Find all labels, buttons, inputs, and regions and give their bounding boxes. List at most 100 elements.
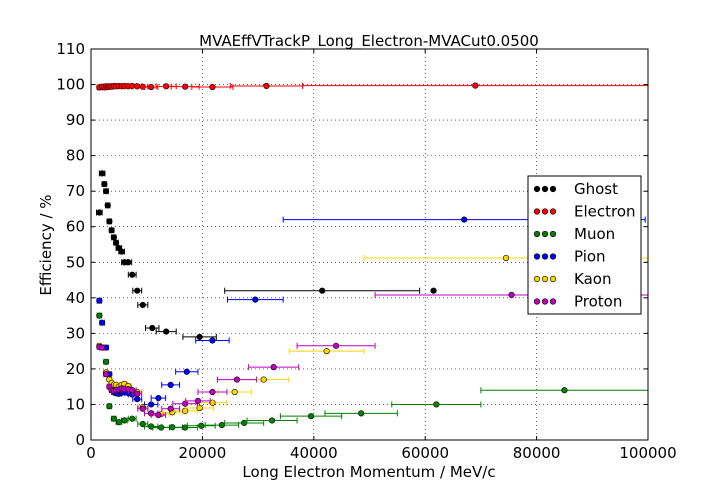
data-point-muon — [198, 422, 205, 429]
x-tick-label: 80000 — [513, 444, 561, 462]
data-point-muon — [106, 403, 113, 410]
data-point-proton — [134, 390, 141, 397]
data-point-pion — [155, 394, 162, 402]
series-muon — [96, 312, 649, 431]
data-point-pion — [167, 381, 174, 389]
legend-marker-proton — [541, 298, 549, 305]
data-point-muon — [96, 312, 103, 319]
data-point-proton — [194, 397, 202, 405]
series-group — [96, 82, 649, 431]
data-point-muon — [121, 417, 128, 424]
data-point-ghost — [149, 324, 156, 332]
data-point-muon — [561, 387, 568, 394]
data-point-ghost — [118, 248, 125, 255]
data-point-muon — [241, 419, 248, 427]
data-point-ghost — [112, 239, 120, 246]
data-point-muon — [358, 410, 365, 417]
data-point-muon — [433, 401, 440, 408]
data-point-ghost — [134, 287, 141, 294]
data-point-electron — [182, 83, 189, 90]
x-axis-label: Long Electron Momentum / MeV/c — [242, 463, 495, 481]
chart-title: MVAEffVTrackP_Long_Electron-MVACut0.0500 — [199, 32, 539, 51]
data-point-muon — [218, 421, 225, 429]
data-point-pion — [148, 401, 155, 408]
data-point-proton — [233, 376, 241, 383]
data-point-pion — [99, 319, 106, 326]
data-point-muon — [307, 413, 315, 420]
data-point-ghost — [139, 301, 146, 309]
x-tick-label: 100000 — [619, 444, 676, 462]
legend-label-ghost: Ghost — [574, 180, 618, 198]
data-point-ghost — [125, 259, 132, 266]
y-tick-label: 0 — [75, 431, 85, 449]
legend-label-muon: Muon — [574, 225, 615, 243]
data-point-ghost — [102, 188, 110, 195]
series-electron — [96, 82, 649, 91]
legend: Ghost Electron Muon Pion Kaon Proton — [527, 175, 642, 315]
y-axis-label: Efficiency / % — [37, 194, 55, 295]
y-tick-label: 20 — [66, 360, 85, 378]
x-tick-label: 20000 — [179, 444, 227, 462]
x-tick-label: 0 — [86, 444, 96, 462]
y-tick-label: 110 — [56, 40, 85, 58]
x-tick-label: 60000 — [401, 444, 449, 462]
legend-label-kaon: Kaon — [574, 270, 611, 288]
data-point-proton — [167, 405, 174, 412]
legend-marker-ghost — [549, 185, 557, 193]
y-tick-label: 40 — [66, 289, 85, 307]
legend-marker-kaon — [549, 275, 557, 283]
legend-marker-proton — [533, 298, 541, 305]
data-point-electron — [148, 83, 155, 91]
data-point-muon — [110, 415, 117, 422]
data-point-ghost — [106, 218, 113, 225]
data-point-proton — [155, 412, 162, 419]
data-point-electron — [263, 82, 270, 90]
legend-marker-kaon — [541, 275, 549, 283]
legend-marker-pion — [533, 253, 541, 260]
legend-marker-electron — [549, 208, 557, 215]
data-point-ghost — [104, 202, 111, 209]
legend-label-electron: Electron — [574, 203, 636, 221]
y-tick-label: 10 — [66, 395, 85, 413]
data-point-proton — [129, 387, 136, 394]
data-point-proton — [139, 405, 146, 412]
data-point-ghost — [196, 333, 203, 341]
legend-label-pion: Pion — [574, 248, 606, 266]
legend-marker-proton — [549, 298, 557, 305]
data-point-electron — [209, 83, 216, 91]
data-point-electron — [472, 82, 479, 89]
legend-marker-muon — [549, 230, 557, 238]
data-point-ghost — [430, 287, 437, 294]
data-point-proton — [209, 388, 216, 396]
x-tick-label: 40000 — [290, 444, 338, 462]
data-point-muon — [115, 419, 122, 426]
data-point-ghost — [319, 287, 326, 294]
y-tick-label: 50 — [66, 253, 85, 271]
y-tick-label: 90 — [66, 111, 85, 129]
data-point-kaon — [260, 376, 267, 383]
data-point-kaon — [231, 388, 238, 396]
legend-marker-kaon — [533, 275, 541, 283]
data-point-proton — [99, 344, 106, 351]
data-point-ghost — [163, 328, 170, 335]
data-point-ghost — [101, 180, 108, 188]
y-tick-label: 30 — [66, 324, 85, 342]
series-ghost — [96, 170, 437, 341]
legend-box — [527, 175, 642, 315]
data-point-ghost — [99, 170, 106, 177]
legend-marker-ghost — [533, 185, 541, 193]
legend-marker-electron — [541, 208, 549, 215]
data-point-proton — [332, 342, 340, 349]
data-point-kaon — [182, 407, 189, 414]
axis-ticks: 0 20000 40000 60000 80000 100000 0 10 20 30 40 50 60… — [56, 40, 676, 462]
y-tick-label: 60 — [66, 218, 85, 236]
data-point-proton — [270, 364, 277, 371]
legend-marker-pion — [549, 253, 557, 260]
data-point-kaon — [323, 348, 330, 355]
data-point-muon — [129, 415, 136, 422]
legend-marker-electron — [533, 208, 541, 215]
data-point-muon — [102, 358, 110, 365]
y-tick-label: 80 — [66, 147, 85, 165]
data-point-pion — [96, 297, 103, 304]
data-point-pion — [183, 368, 190, 375]
